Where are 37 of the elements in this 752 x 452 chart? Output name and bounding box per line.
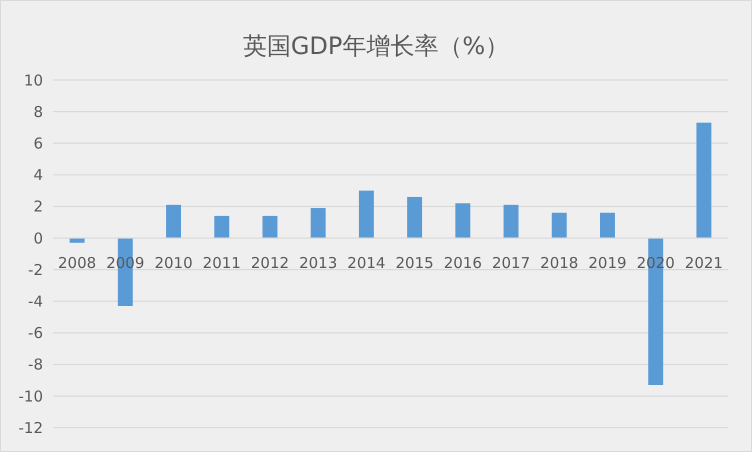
bar xyxy=(552,212,567,238)
x-tick-label: 2015 xyxy=(396,254,434,272)
bar xyxy=(262,216,278,238)
x-tick-label: 2013 xyxy=(299,254,338,272)
y-tick-label: 6 xyxy=(33,134,43,152)
y-tick-label: 4 xyxy=(33,166,43,184)
y-tick-label: -2 xyxy=(28,260,43,279)
bar xyxy=(166,204,182,238)
bar xyxy=(600,212,615,238)
bar xyxy=(70,238,85,243)
chart-title: 英国GDP年增长率（%） xyxy=(242,32,510,60)
bar xyxy=(504,204,519,238)
y-tick-label: -12 xyxy=(18,418,43,437)
x-tick-label: 2012 xyxy=(250,254,290,272)
y-tick-label: -4 xyxy=(28,292,43,311)
bar xyxy=(214,216,230,238)
x-tick-label: 2016 xyxy=(444,254,482,272)
x-tick-label: 2008 xyxy=(58,254,96,272)
y-tick-label: 0 xyxy=(33,229,43,248)
y-tick-label: -6 xyxy=(28,324,43,342)
bar xyxy=(455,203,470,238)
y-tick-label: 8 xyxy=(33,102,43,121)
x-tick-label: 2010 xyxy=(154,254,193,272)
y-tick-label: 10 xyxy=(24,71,43,90)
bar xyxy=(407,196,422,238)
bar xyxy=(358,190,374,238)
y-tick-label: 2 xyxy=(33,198,43,216)
x-tick-label: 2019 xyxy=(588,254,627,272)
y-tick-label: -8 xyxy=(28,356,43,374)
x-tick-label: 2014 xyxy=(347,254,386,272)
x-tick-label: 2021 xyxy=(684,254,723,272)
x-tick-label: 2011 xyxy=(202,254,241,272)
x-tick-label: 2017 xyxy=(492,254,530,272)
y-tick-label: -10 xyxy=(18,387,43,406)
x-tick-label: 2018 xyxy=(540,254,578,272)
bar xyxy=(696,122,712,238)
bar xyxy=(310,208,326,238)
